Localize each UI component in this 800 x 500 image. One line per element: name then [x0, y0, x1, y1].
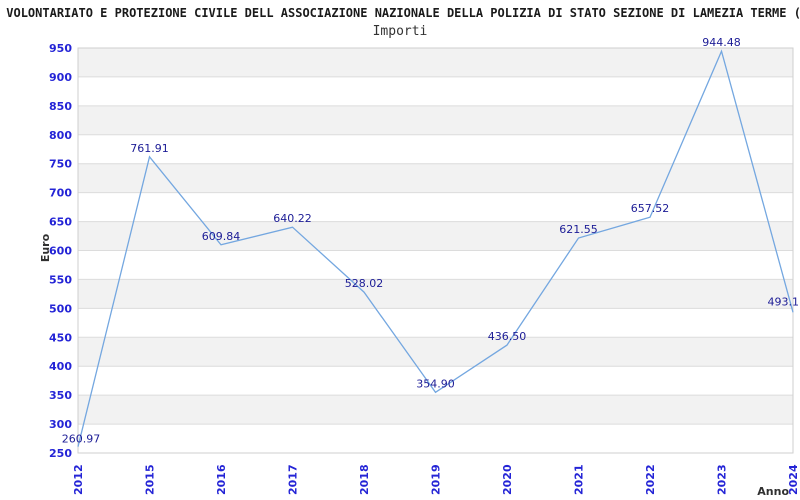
value-label: 493.1	[768, 295, 800, 308]
x-axis-title: Anno	[757, 485, 789, 498]
band	[78, 424, 793, 453]
y-tick-label: 650	[49, 216, 72, 229]
data-line	[77, 49, 794, 447]
y-tick-label: 300	[49, 418, 72, 431]
band	[78, 76, 793, 106]
background-bands	[78, 48, 793, 453]
x-tick-label: 2018	[358, 464, 371, 495]
y-tick-label: 750	[49, 158, 72, 171]
y-tick-label: 600	[49, 245, 72, 258]
band	[78, 134, 793, 164]
band	[78, 163, 793, 193]
x-tick-label: 2015	[144, 464, 157, 495]
band	[78, 279, 793, 309]
x-tick-label: 2016	[215, 464, 228, 495]
data-value-labels: 260.97 761.91 609.84 640.22 528.02 354.90 436.…	[62, 36, 799, 445]
value-label: 761.91	[130, 142, 169, 155]
x-tick-label: 2024	[787, 464, 800, 495]
x-tick-label: 2023	[716, 464, 729, 495]
chart-subtitle: Importi	[372, 24, 428, 39]
value-label: 260.97	[62, 433, 101, 446]
y-tick-label: 250	[49, 447, 72, 460]
value-label: 609.84	[202, 230, 241, 243]
value-label: 436.50	[488, 330, 527, 343]
value-label: 944.48	[702, 36, 741, 49]
y-tick-label: 800	[49, 129, 72, 142]
value-label: 640.22	[273, 212, 312, 225]
y-tick-label: 550	[49, 273, 72, 286]
x-tick-label: 2019	[430, 464, 443, 495]
y-tick-label: 500	[49, 302, 72, 315]
x-tick-label: 2017	[287, 464, 300, 495]
y-tick-label: 850	[49, 100, 72, 113]
value-label: 354.90	[416, 377, 455, 390]
band	[78, 221, 793, 251]
value-label: 528.02	[345, 277, 384, 290]
y-tick-label: 900	[49, 71, 72, 84]
x-tick-label: 2012	[72, 464, 85, 495]
y-axis-tick-labels: 250 300 350 400 450 500 550 600 650 700 750 800 850 9…	[49, 42, 72, 460]
x-axis-tick-labels: 2012 2015 2016 2017 2018 2019 2020 2021 2022 2023…	[72, 464, 800, 495]
band	[78, 105, 793, 135]
y-tick-label: 450	[49, 331, 72, 344]
band	[78, 308, 793, 338]
band	[78, 395, 793, 425]
band	[78, 192, 793, 222]
x-tick-label: 2020	[501, 464, 514, 495]
band	[78, 250, 793, 280]
value-label: 621.55	[559, 223, 598, 236]
band	[78, 337, 793, 367]
y-axis-title: Euro	[39, 233, 52, 262]
y-tick-label: 700	[49, 187, 72, 200]
plot-border	[77, 47, 794, 454]
band	[78, 48, 793, 77]
y-tick-label: 950	[49, 42, 72, 55]
y-tick-label: 400	[49, 360, 72, 373]
x-tick-label: 2022	[644, 464, 657, 495]
value-label: 657.52	[631, 202, 670, 215]
band	[78, 366, 793, 396]
chart-title: DI VOLONTARIATO E PROTEZIONE CIVILE DELL…	[0, 6, 800, 20]
y-tick-label: 350	[49, 389, 72, 402]
x-tick-label: 2021	[573, 464, 586, 495]
